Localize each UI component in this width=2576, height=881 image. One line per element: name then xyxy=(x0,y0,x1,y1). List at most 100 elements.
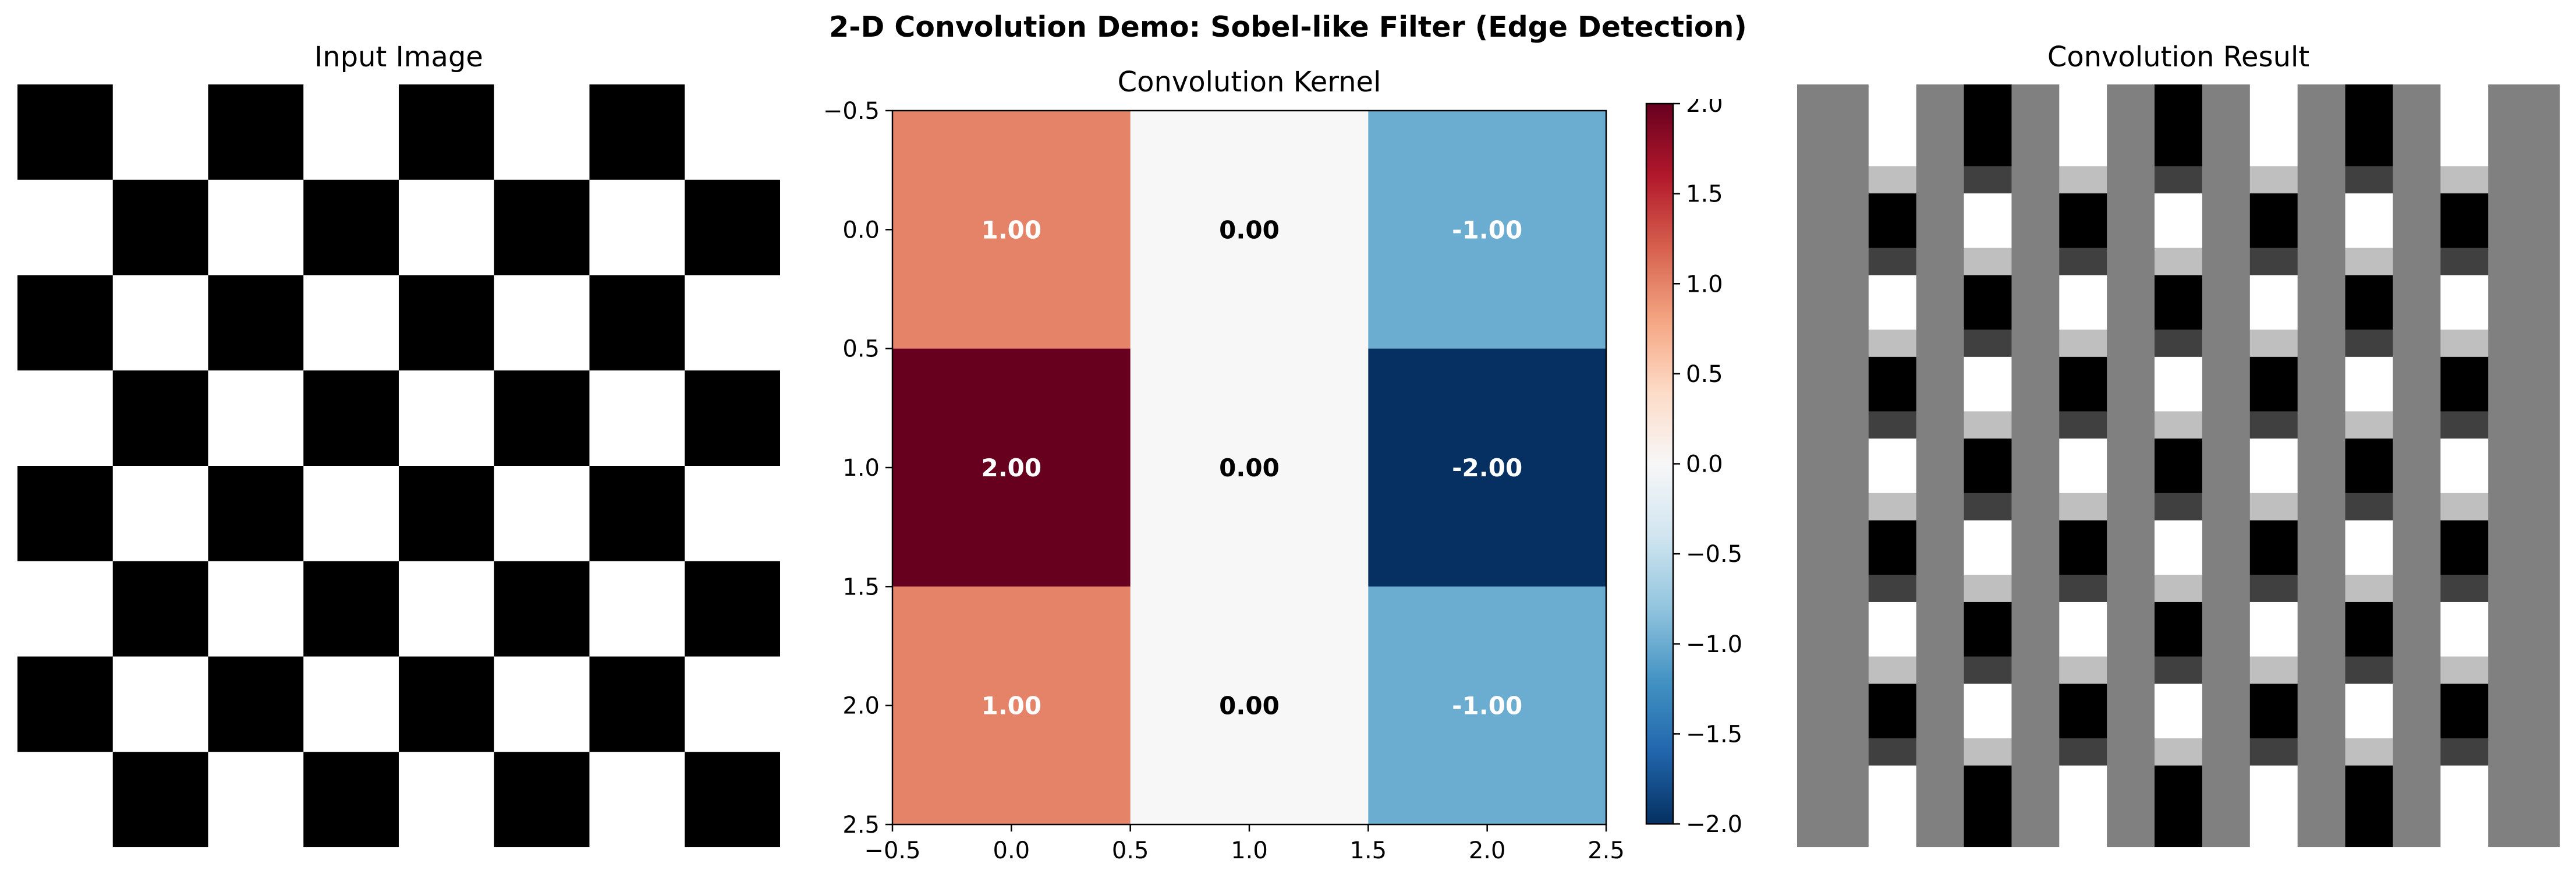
kernel-cell-label: -1.00 xyxy=(1452,692,1522,720)
input-cell xyxy=(589,466,685,562)
result-cell xyxy=(2011,520,2060,575)
result-cell xyxy=(2440,684,2489,739)
kernel-cell xyxy=(892,348,1131,587)
result-cell xyxy=(2011,275,2060,330)
input-cell xyxy=(399,466,495,562)
input-cell xyxy=(208,752,304,847)
input-cell xyxy=(589,84,685,181)
result-cell xyxy=(2440,493,2489,521)
result-cell xyxy=(2440,411,2489,439)
result-cell xyxy=(2155,684,2203,739)
result-cell xyxy=(2107,765,2155,847)
result-cell xyxy=(2011,493,2060,521)
result-cell xyxy=(2011,602,2060,657)
x-tick-label: 2.5 xyxy=(1588,837,1625,864)
input-cell xyxy=(17,752,114,847)
input-image-title: Input Image xyxy=(314,41,483,73)
result-cell xyxy=(2155,575,2203,603)
result-cell xyxy=(2011,656,2060,684)
result-cell xyxy=(2393,493,2441,521)
result-cell xyxy=(2155,411,2203,439)
input-cell xyxy=(589,561,685,657)
result-cell xyxy=(2107,656,2155,684)
result-cell xyxy=(2107,84,2155,167)
result-cell xyxy=(1964,493,2012,521)
result-cell xyxy=(2202,166,2251,194)
result-cell xyxy=(2345,356,2393,412)
input-cell xyxy=(208,370,304,466)
input-cell xyxy=(17,275,114,371)
result-cell xyxy=(2011,438,2060,494)
result-cell xyxy=(1964,602,2012,657)
result-cell xyxy=(2059,765,2107,847)
result-cell xyxy=(1916,330,1965,358)
result-cell xyxy=(2059,330,2107,358)
y-tick-label: 0.5 xyxy=(842,336,880,363)
colorbar-tick-label: 1.5 xyxy=(1686,181,1723,208)
result-cell xyxy=(2488,738,2560,766)
x-tick-label: 0.5 xyxy=(1112,837,1149,864)
result-cell xyxy=(2440,438,2489,494)
result-cell xyxy=(1868,738,1917,766)
result-cell xyxy=(2202,438,2251,494)
result-cell xyxy=(2393,84,2441,167)
input-image-heatmap xyxy=(17,84,780,847)
y-tick-label: 2.0 xyxy=(842,693,880,720)
result-cell xyxy=(2297,438,2346,494)
input-cell xyxy=(494,561,590,657)
result-cell xyxy=(1916,575,1965,603)
result-cell xyxy=(1868,193,1917,249)
result-cell xyxy=(2202,575,2251,603)
colorbar-tick-label: −0.5 xyxy=(1686,541,1742,568)
input-cell xyxy=(399,370,495,466)
input-cell xyxy=(17,370,114,466)
result-cell xyxy=(1797,765,1869,847)
result-cell xyxy=(2345,84,2393,167)
input-cell xyxy=(303,752,399,847)
y-tick-label: 2.5 xyxy=(842,812,880,838)
kernel-cell-label: 1.00 xyxy=(981,215,1042,244)
result-cell xyxy=(2011,738,2060,766)
result-cell xyxy=(2155,438,2203,494)
result-cell xyxy=(2488,356,2560,412)
result-cell xyxy=(2155,84,2203,167)
result-cell xyxy=(2155,193,2203,249)
result-cell xyxy=(2155,356,2203,412)
result-cell xyxy=(2011,575,2060,603)
input-cell xyxy=(685,179,780,275)
result-cell xyxy=(2488,193,2560,249)
result-cell xyxy=(1916,275,1965,330)
input-cell xyxy=(112,561,208,657)
kernel-cell-label: 0.00 xyxy=(1219,454,1280,482)
result-cell xyxy=(1916,493,1965,521)
result-cell xyxy=(1797,193,1869,249)
input-cell xyxy=(589,370,685,466)
result-cell xyxy=(2107,193,2155,249)
y-tick-label: −0.5 xyxy=(823,99,880,125)
result-cell xyxy=(2440,738,2489,766)
result-cell xyxy=(2249,193,2298,249)
result-cell xyxy=(2440,193,2489,249)
result-cell xyxy=(1964,684,2012,739)
result-cell xyxy=(2107,493,2155,521)
result-cell xyxy=(2249,575,2298,603)
result-cell xyxy=(2155,738,2203,766)
input-cell xyxy=(685,752,780,847)
result-cell xyxy=(2488,166,2560,194)
result-cell xyxy=(2011,684,2060,739)
result-cell xyxy=(2440,602,2489,657)
result-cell xyxy=(2202,765,2251,847)
kernel-cell xyxy=(892,586,1131,825)
result-cell xyxy=(1797,656,1869,684)
result-cell xyxy=(2440,275,2489,330)
result-cell xyxy=(1868,411,1917,439)
result-cell xyxy=(1916,656,1965,684)
input-cell xyxy=(303,466,399,562)
result-cell xyxy=(2107,356,2155,412)
result-cell xyxy=(2440,765,2489,847)
input-cell xyxy=(399,752,495,847)
result-cell xyxy=(2345,247,2393,275)
result-cell xyxy=(2297,765,2346,847)
kernel-heatmap: 1.00 0.00 -1.00 2.00 0.00 -2.00 1.00 0.00 -1.00 −… xyxy=(823,99,1625,864)
result-cell xyxy=(2202,330,2251,358)
